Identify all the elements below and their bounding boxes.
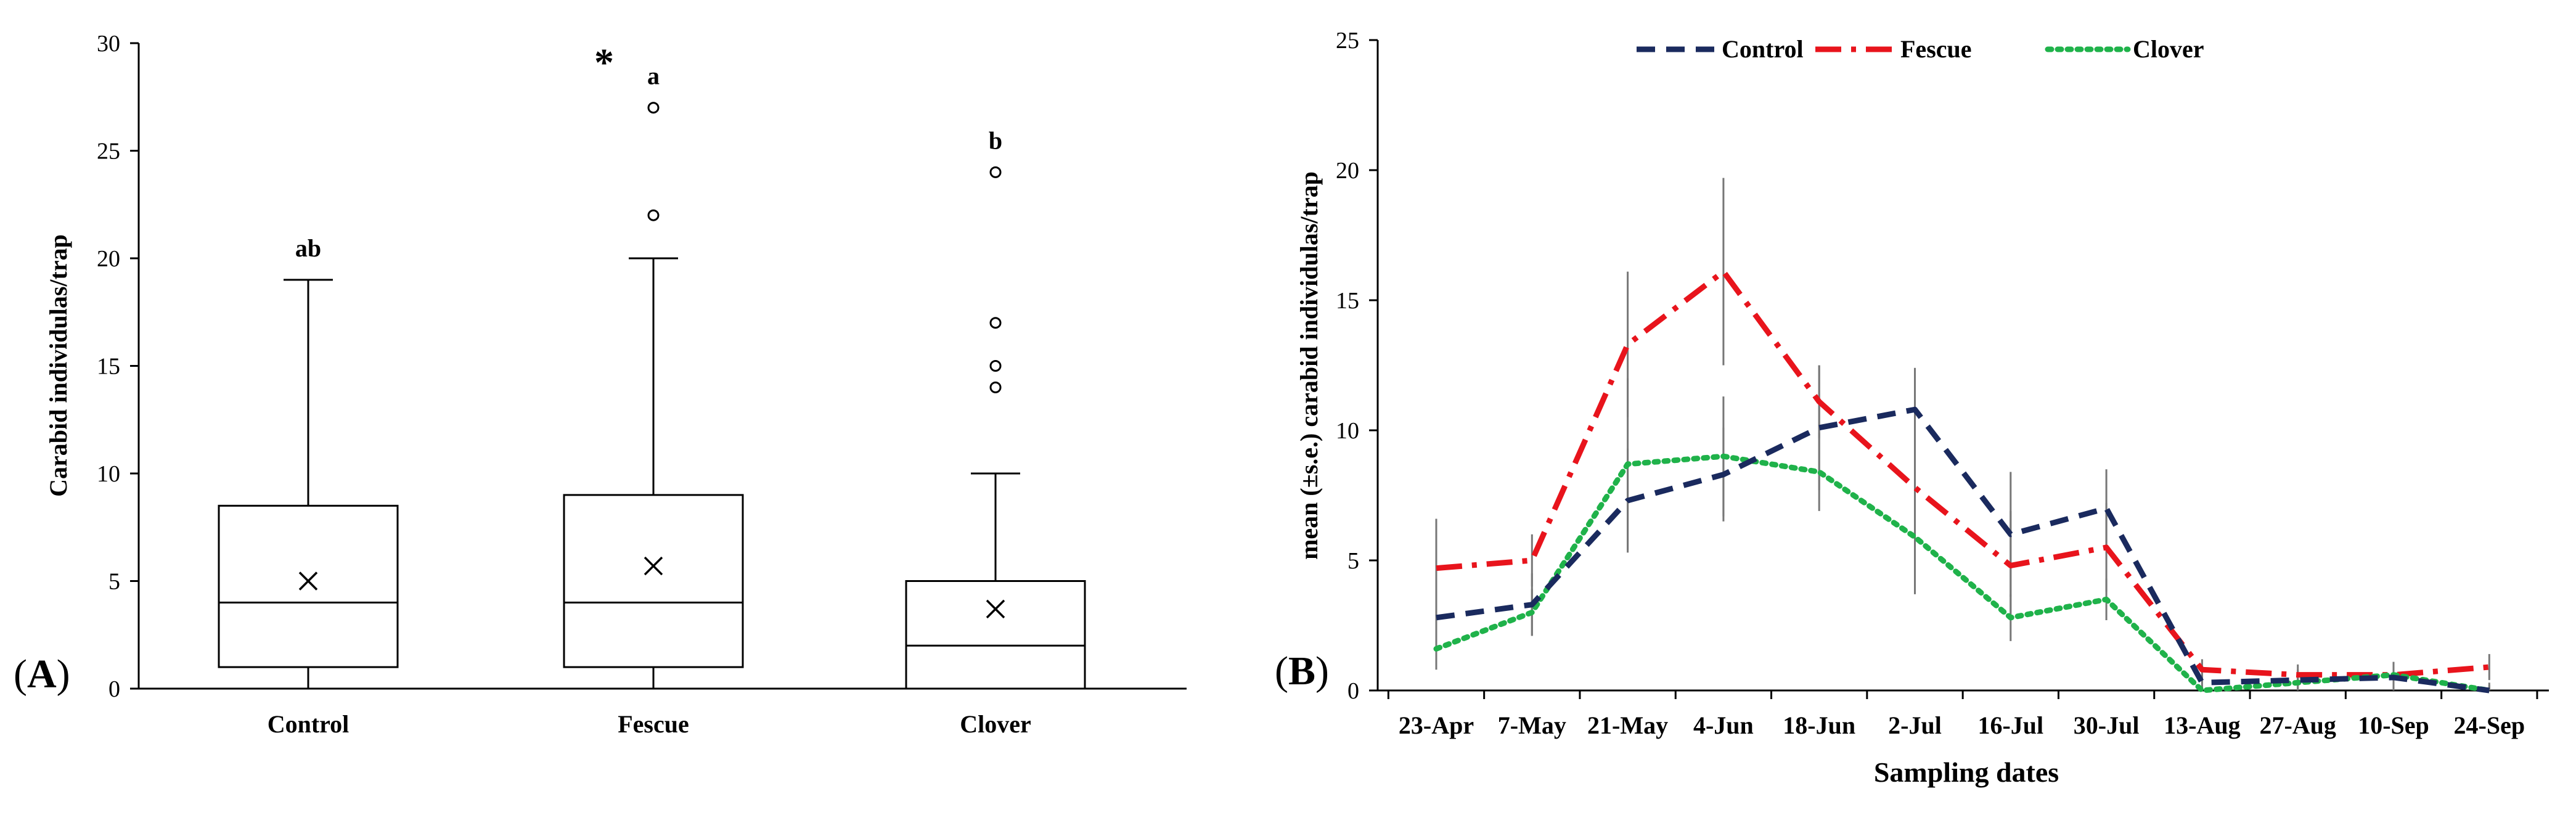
series-line-control <box>1436 406 2490 694</box>
x-tick-label: 4-Jun <box>1693 711 1754 739</box>
category-label: Clover <box>960 710 1031 738</box>
x-tick-label: 30-Jul <box>2074 711 2140 739</box>
x-tick-label: 2-Jul <box>1888 711 1942 739</box>
asterisk-marker: * <box>594 41 614 84</box>
y-tick-label: 5 <box>108 569 120 595</box>
y-tick-label: 25 <box>97 139 120 165</box>
outlier-point <box>647 102 660 114</box>
series-line-fescue <box>1436 269 2490 678</box>
y-tick-label: 10 <box>97 461 120 487</box>
panel-a-label: (A) <box>14 652 70 697</box>
panel-b-linechart: 0 5 10 15 20 25 23-Apr 7-May 21-May 4-Jun 18-Jun 2… <box>1275 28 2549 788</box>
panel-a-y-axis-title: Carabid individulas/trap <box>44 234 72 497</box>
y-tick-label: 10 <box>1336 418 1359 444</box>
y-tick-label: 5 <box>1347 548 1359 574</box>
y-tick-label: 25 <box>1336 28 1359 54</box>
x-tick-label: 21-May <box>1587 711 1668 739</box>
y-tick-label: 15 <box>97 354 120 380</box>
mean-marker <box>644 556 663 576</box>
category-label: Fescue <box>618 710 689 738</box>
significance-letter: ab <box>295 234 321 262</box>
x-tick-label: 24-Sep <box>2454 711 2525 739</box>
legend-label-fescue: Fescue <box>1900 35 1972 63</box>
outlier-point <box>647 209 660 221</box>
x-tick-label: 7-May <box>1498 711 1566 739</box>
panel-b-x-axis-title: Sampling dates <box>1874 756 2059 788</box>
outlier-point <box>989 360 1002 372</box>
panel-b-y-axis-title: mean (±s.e.) carabid individulas/trap <box>1295 171 1323 560</box>
legend-label-control: Control <box>1722 35 1804 63</box>
panel-b-label: (B) <box>1275 649 1329 694</box>
y-tick-label: 30 <box>97 31 120 57</box>
box-fescue <box>563 494 744 668</box>
x-tick-label: 18-Jun <box>1783 711 1855 739</box>
x-tick-label: 23-Apr <box>1399 711 1474 739</box>
y-tick-label: 20 <box>97 246 120 272</box>
legend-label-clover: Clover <box>2133 35 2204 63</box>
y-tick-label: 0 <box>108 676 120 702</box>
significance-letter: a <box>647 62 660 90</box>
y-tick-label: 20 <box>1336 158 1359 184</box>
y-tick-label: 15 <box>1336 288 1359 314</box>
x-tick-label: 10-Sep <box>2358 711 2429 739</box>
panel-a-boxplot: 0 5 10 15 20 25 30 ab a * b Control Fescue Clover C… <box>14 31 1187 738</box>
y-tick-label: 0 <box>1347 678 1359 704</box>
box-control <box>218 504 399 668</box>
mean-marker <box>298 571 318 591</box>
outlier-point <box>989 381 1002 393</box>
mean-marker <box>986 599 1005 619</box>
significance-letter: b <box>989 126 1002 154</box>
category-label: Control <box>268 710 350 738</box>
x-tick-label: 27-Aug <box>2259 711 2336 739</box>
box-clover <box>905 580 1086 690</box>
series-line-clover <box>1433 453 2492 694</box>
x-tick-label: 16-Jul <box>1977 711 2043 739</box>
x-tick-label: 13-Aug <box>2164 711 2240 739</box>
outlier-point <box>989 317 1002 329</box>
outlier-point <box>989 166 1002 178</box>
